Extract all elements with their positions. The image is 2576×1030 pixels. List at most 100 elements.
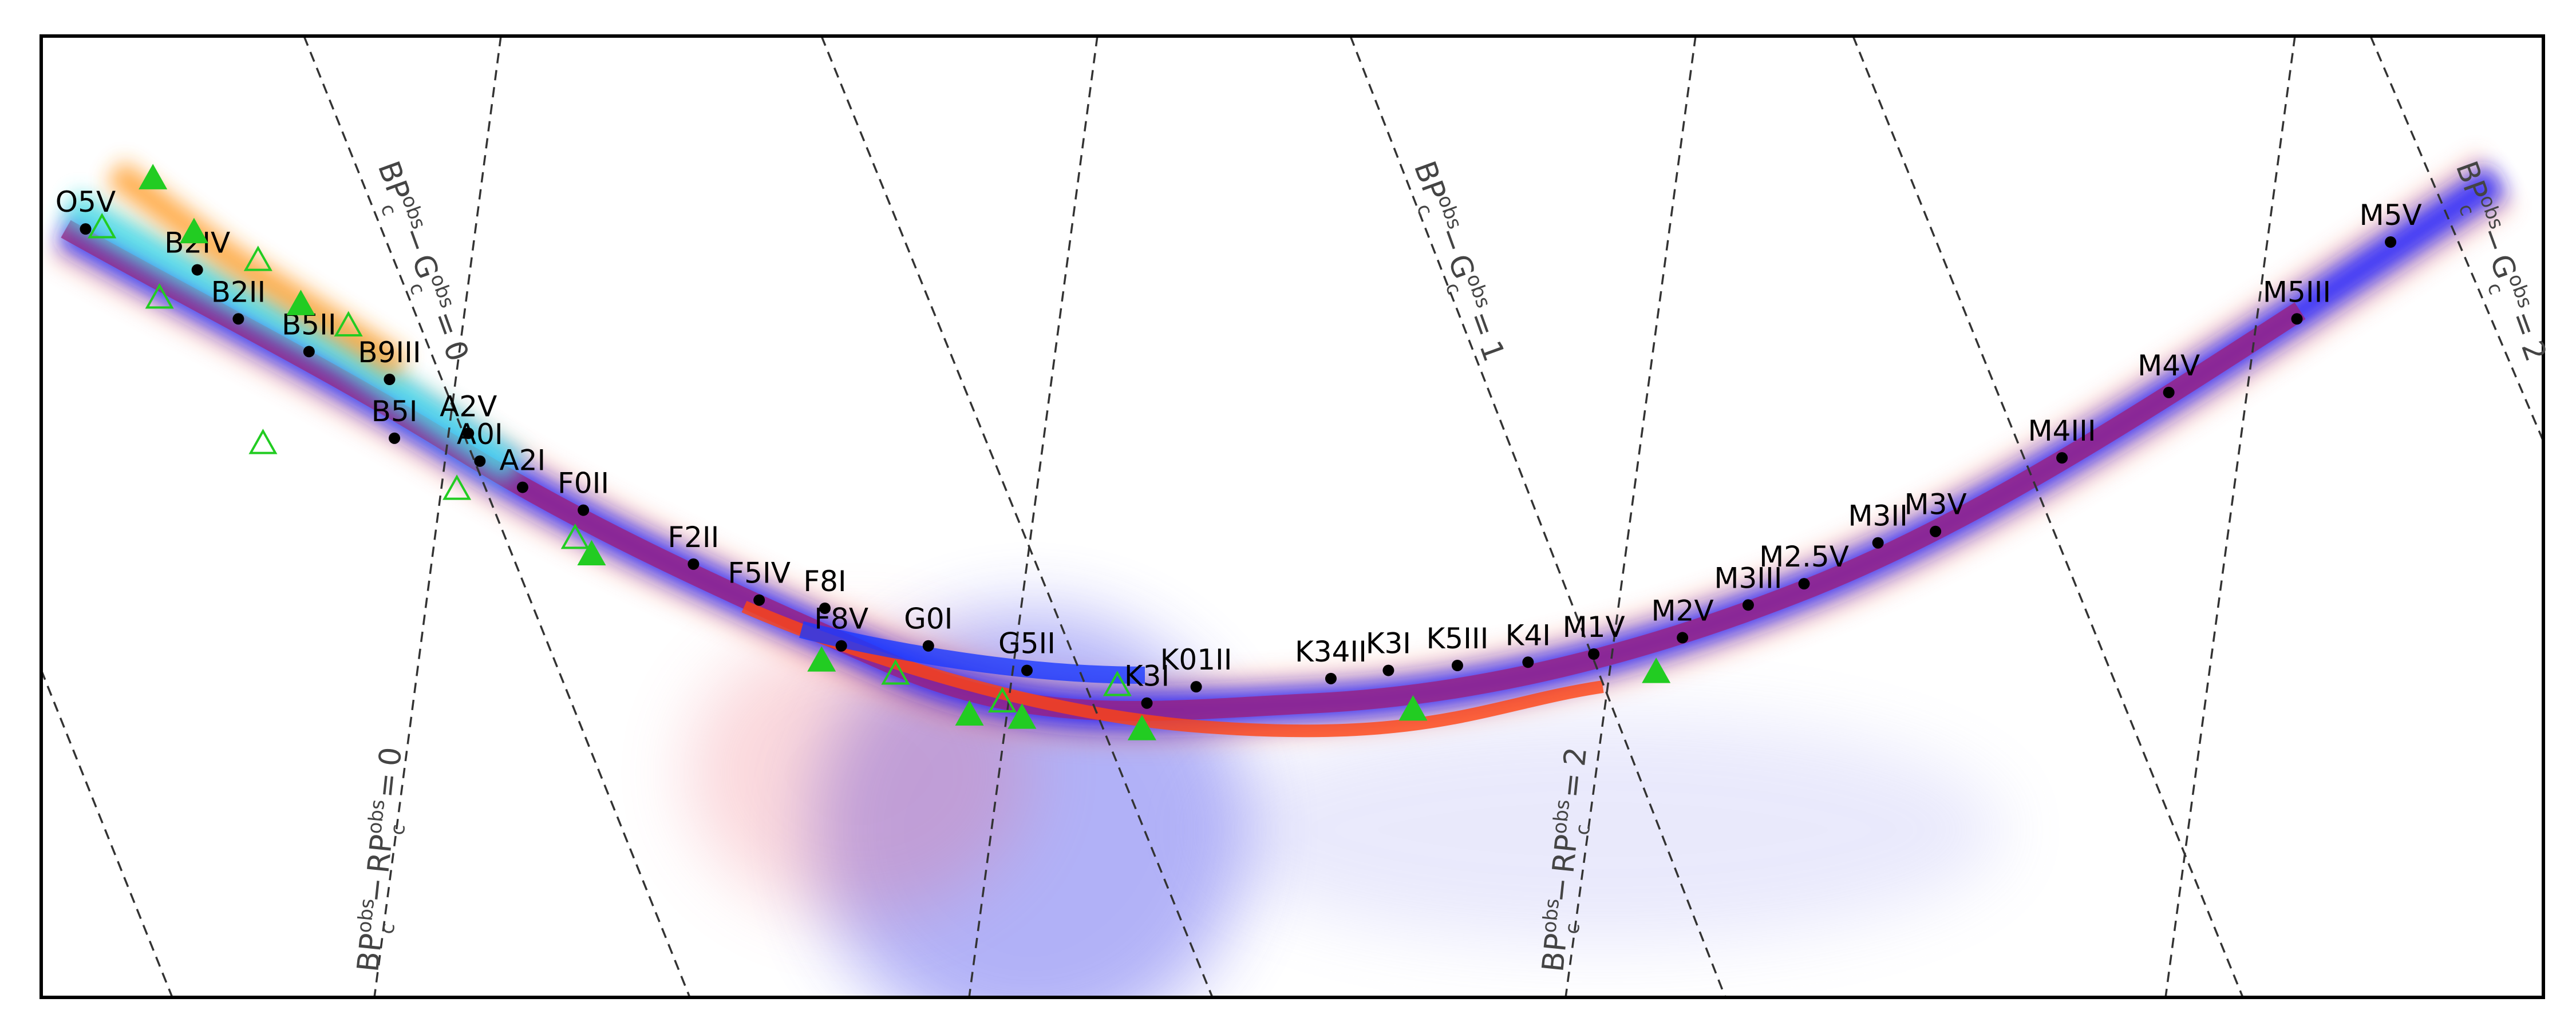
- operator: −: [358, 876, 395, 905]
- star-point: [80, 223, 92, 235]
- spectral-label: M5III: [2263, 275, 2331, 308]
- star-point: [2385, 236, 2397, 248]
- triangle-point: [442, 474, 472, 500]
- spectral-label: M2V: [1652, 594, 1714, 627]
- density-cloud: [49, 151, 2516, 997]
- star-point: [1190, 681, 1202, 693]
- triangle-point: [577, 540, 606, 565]
- subscript: c: [1441, 280, 1466, 298]
- star-point: [1451, 660, 1463, 671]
- plot-frame: [39, 34, 2545, 999]
- relation: =: [1461, 307, 1502, 342]
- term: RP: [1546, 833, 1585, 874]
- spectral-label: A2V: [440, 390, 497, 423]
- star-point: [1382, 664, 1394, 676]
- star-point: [303, 346, 315, 358]
- subscript: c: [1571, 823, 1595, 837]
- star-point: [1021, 664, 1033, 676]
- subscript: c: [376, 201, 401, 219]
- superscript: obs: [2503, 271, 2537, 311]
- triangle-point: [145, 283, 174, 309]
- subscript: c: [1560, 922, 1585, 935]
- triangle-point: [1642, 657, 1671, 683]
- iso-value: 2: [1558, 746, 1594, 768]
- spectral-label: F8I: [803, 565, 846, 598]
- spectral-label: F0II: [558, 467, 609, 500]
- spectral-label: F5IV: [728, 557, 791, 590]
- spectral-label: M4III: [2028, 414, 2096, 447]
- iso-value: 0: [373, 746, 409, 768]
- superscript: obs: [363, 798, 389, 835]
- spectral-label: G0I: [904, 603, 953, 636]
- iso-value: 1: [1472, 336, 1511, 366]
- operator: −: [1431, 222, 1471, 257]
- superscript: obs: [1548, 798, 1574, 835]
- relation: =: [2503, 307, 2544, 342]
- marks: O5VB2IVB2IIB5IIB9IIIA2VB5IA0IA2IF0IIF2II…: [56, 164, 2422, 740]
- subscript: c: [386, 823, 410, 837]
- star-point: [688, 558, 700, 570]
- isoline-label: BPobsc−Gobsc=1: [1398, 156, 1514, 369]
- triangle-point: [248, 429, 278, 454]
- triangle-point: [955, 700, 984, 726]
- spectral-label: F2II: [667, 521, 719, 554]
- isoline-label: BPobsc−RPobsc=0: [349, 745, 418, 974]
- star-point: [1742, 599, 1754, 611]
- iso-value: 0: [436, 336, 475, 366]
- operator: −: [394, 222, 435, 257]
- star-point: [1872, 537, 1884, 549]
- spectral-label: K3I: [1124, 660, 1170, 693]
- star-point: [2163, 386, 2175, 398]
- star-point: [1588, 648, 1600, 660]
- star-point: [1522, 656, 1534, 668]
- spectral-label: B9III: [358, 336, 421, 369]
- triangle-point: [987, 687, 1017, 713]
- relation: =: [369, 771, 406, 800]
- spectral-label: M3III: [1714, 561, 1782, 595]
- relation: =: [425, 307, 466, 342]
- star-point: [384, 374, 396, 385]
- spectral-label: A2I: [500, 444, 546, 477]
- spectral-label: M4V: [2138, 349, 2200, 382]
- spectral-label: K5III: [1427, 622, 1489, 655]
- star-point: [819, 603, 831, 614]
- triangle-point: [1008, 703, 1037, 729]
- triangle-point: [1103, 671, 1132, 696]
- spectral-label: M2.5V: [1759, 540, 1849, 573]
- spectral-label: O5V: [56, 185, 116, 219]
- term: RP: [361, 833, 400, 874]
- spectral-label: A0I: [457, 418, 503, 451]
- star-point: [2291, 313, 2303, 325]
- star-point: [753, 594, 765, 606]
- superscript: obs: [425, 271, 459, 311]
- star-point: [1141, 697, 1153, 709]
- star-point: [389, 432, 401, 444]
- triangle-point: [1127, 715, 1156, 740]
- triangle-point: [179, 217, 208, 244]
- iso-value: 2: [2514, 336, 2553, 366]
- triangle-point: [243, 245, 272, 271]
- triangle-point: [560, 523, 590, 549]
- star-point: [835, 640, 847, 652]
- term: BP: [1536, 932, 1574, 973]
- triangle-point: [139, 164, 168, 189]
- star-point: [463, 427, 475, 439]
- star-point: [1930, 525, 1942, 537]
- relation: =: [1554, 771, 1591, 800]
- superscript: obs: [1461, 271, 1495, 311]
- spectral-label: M5V: [2360, 199, 2422, 232]
- star-point: [922, 640, 934, 652]
- triangle-point: [807, 646, 836, 672]
- superscript: obs: [353, 897, 379, 934]
- spectral-label: F8V: [814, 603, 868, 636]
- star-point: [1325, 672, 1337, 684]
- spectral-label: K4I: [1506, 619, 1551, 652]
- star-point: [191, 264, 203, 276]
- star-point: [1677, 632, 1689, 644]
- star-point: [578, 504, 590, 516]
- subscript: c: [2483, 280, 2508, 298]
- spectral-label: B2II: [211, 275, 266, 308]
- term: BP: [351, 932, 389, 973]
- star-point: [474, 455, 486, 467]
